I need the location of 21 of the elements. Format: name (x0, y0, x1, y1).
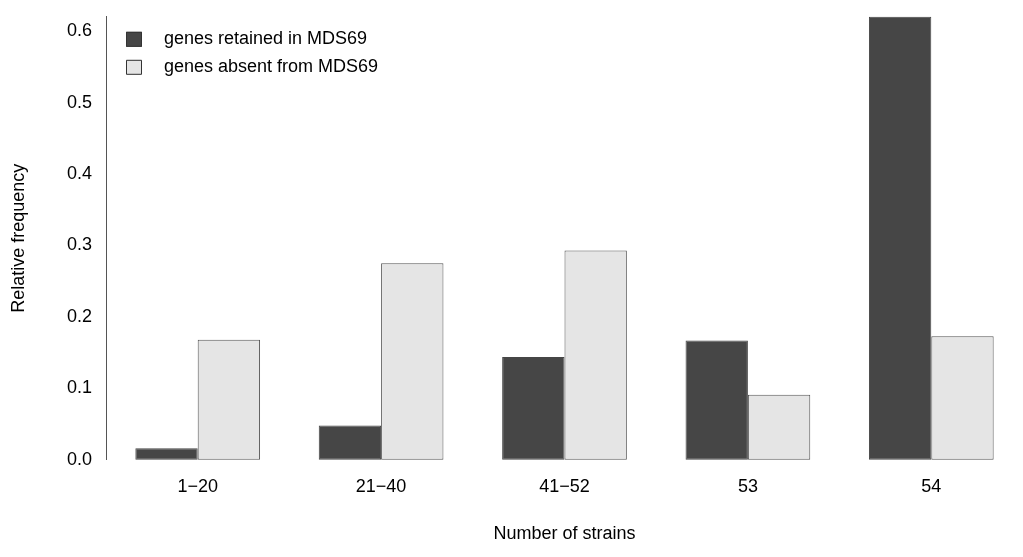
x-axis-title: Number of strains (493, 523, 636, 544)
bar (502, 356, 565, 460)
x-tick-label: 41−52 (539, 475, 590, 496)
x-tick-label: 21−40 (355, 475, 407, 496)
y-tick-label: 0.1 (66, 377, 92, 398)
y-tick-label: 0.0 (66, 448, 92, 469)
bar (868, 16, 932, 460)
y-axis-title: Relative frequency (7, 163, 28, 313)
x-tick-label: 1−20 (177, 475, 218, 496)
y-tick-label: 0.5 (66, 91, 92, 112)
y-tick-label: 0.3 (66, 234, 92, 255)
bar (685, 340, 748, 460)
bar (135, 448, 198, 460)
y-tick-label: 0.6 (66, 20, 92, 41)
legend-label: genes absent from MDS69 (164, 55, 379, 76)
y-tick-label: 0.2 (66, 305, 92, 326)
x-tick-label: 53 (737, 475, 758, 496)
bar (318, 425, 382, 460)
y-tick-label: 0.4 (66, 162, 92, 183)
x-tick-label: 54 (921, 475, 942, 496)
legend-label: genes retained in MDS69 (164, 27, 368, 48)
